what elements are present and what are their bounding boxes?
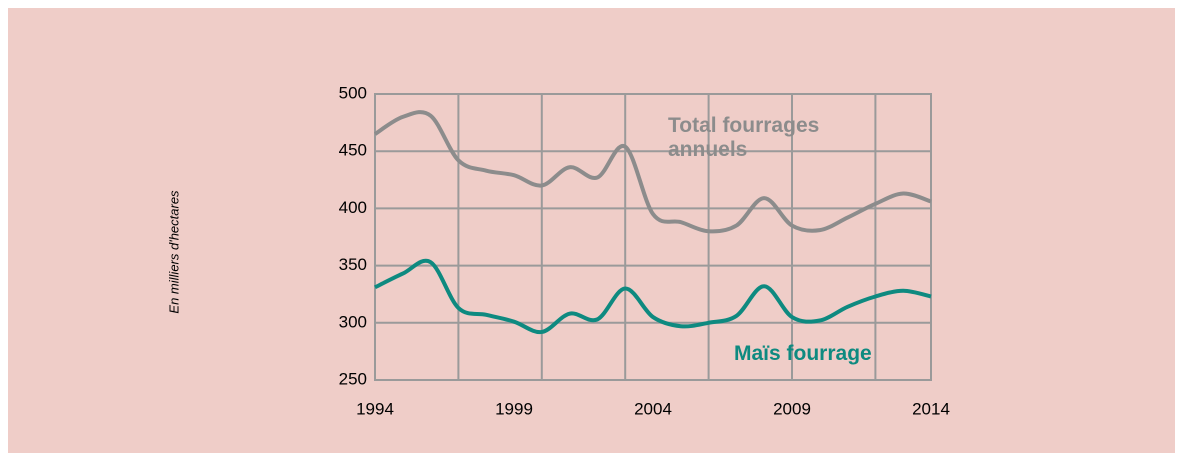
- x-tick-label: 2014: [912, 399, 950, 418]
- x-tick-label: 1999: [495, 399, 533, 418]
- y-tick-label: 250: [339, 369, 367, 388]
- x-tick-label: 2009: [773, 399, 811, 418]
- background: [8, 8, 1175, 453]
- x-tick-label: 2004: [634, 399, 672, 418]
- series-line: [374, 258, 932, 335]
- series-label: Total fourrages annuels: [668, 114, 820, 161]
- x-tick-label: 1994: [356, 399, 394, 418]
- plot-frame: [374, 93, 932, 381]
- y-tick-label: 400: [339, 198, 367, 217]
- y-tick-label: 500: [339, 83, 367, 102]
- series-line: [373, 110, 932, 234]
- y-tick-label: 300: [339, 312, 367, 331]
- y-axis-label: En milliers d'hectares: [166, 190, 181, 314]
- y-tick-label: 450: [339, 141, 367, 160]
- series-label: Maïs fourrage: [734, 342, 872, 365]
- y-tick-label: 350: [339, 255, 367, 274]
